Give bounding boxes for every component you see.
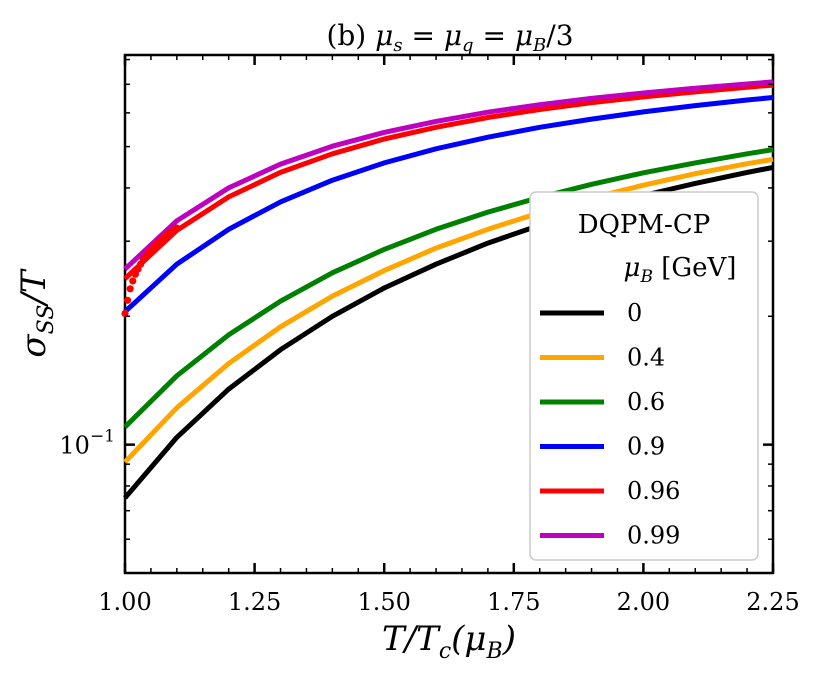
chart-title-prefix: (b): [326, 19, 375, 52]
series-line-0: [123, 164, 774, 500]
legend-label-0: 0: [627, 299, 642, 327]
series-line-3: [123, 95, 774, 314]
scatter-point: [124, 296, 132, 304]
x-tick-label: 1.50: [357, 588, 410, 616]
legend-label-3: 0.9: [627, 433, 665, 461]
series-line-1: [123, 156, 774, 464]
y-tick-label: 10−1: [59, 427, 115, 460]
series-layer: [123, 79, 774, 500]
chart-title: (b) μs = μq = μB/3: [326, 19, 573, 56]
x-tick-label: 2.00: [617, 588, 670, 616]
scatter-point: [129, 277, 137, 285]
legend-label-2: 0.6: [627, 388, 665, 416]
scatter-layer: [121, 224, 181, 318]
legend-label-5: 0.99: [627, 522, 680, 550]
x-tick-label: 1.25: [228, 588, 281, 616]
scatter-point: [126, 285, 134, 293]
x-tick-label: 1.00: [98, 588, 151, 616]
legend-label-1: 0.4: [627, 344, 665, 372]
x-tick-label: 2.25: [746, 588, 799, 616]
legend-subtitle: μB [GeV]: [624, 253, 737, 287]
chart-title-mu-s: μ: [375, 19, 393, 52]
legend-label-4: 0.96: [627, 477, 680, 505]
legend-title: DQPM-CP: [578, 210, 710, 240]
series-line-5: [123, 79, 774, 271]
legend-frame: [529, 191, 759, 561]
series-line-2: [123, 147, 774, 429]
x-tick-label: 1.75: [487, 588, 540, 616]
legend-entries: 0 0.4 0.6 0.9 0.96 0.99: [540, 299, 680, 550]
series-line-4: [123, 82, 774, 281]
tick-layer: 1.00 1.25 1.50 1.75 2.00 2.25 10−1: [59, 55, 800, 616]
scatter-point: [121, 309, 129, 318]
scatter-point: [173, 224, 181, 232]
legend: DQPM-CP μB [GeV] 0 0.4 0.6 0.9 0.96 0.99: [529, 191, 759, 561]
y-axis-title: σSS/T: [14, 268, 59, 357]
x-axis-title: T/Tc(μB): [382, 619, 516, 664]
